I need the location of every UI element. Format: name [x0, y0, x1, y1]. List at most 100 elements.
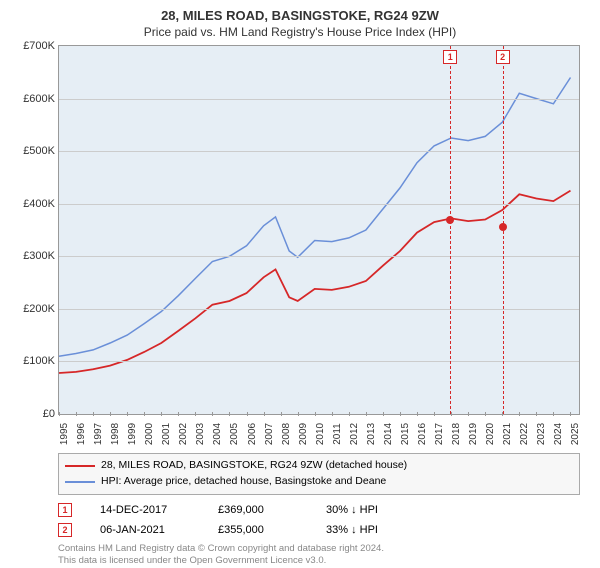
gridline [59, 256, 579, 257]
marker-table-row: 1 14-DEC-2017 £369,000 30% ↓ HPI [58, 503, 580, 517]
x-tick-label: 2008 [281, 423, 292, 445]
x-tick [59, 412, 60, 416]
x-tick-label: 2004 [212, 423, 223, 445]
x-tick [519, 412, 520, 416]
x-tick [127, 412, 128, 416]
gridline [59, 151, 579, 152]
x-tick [570, 412, 571, 416]
x-tick-label: 2025 [570, 423, 581, 445]
marker-dot [499, 223, 507, 231]
marker-price: £355,000 [218, 524, 298, 536]
marker-price: £369,000 [218, 504, 298, 516]
x-tick-label: 2011 [332, 423, 343, 445]
y-tick-label: £500K [23, 145, 55, 157]
x-tick [110, 412, 111, 416]
x-tick [161, 412, 162, 416]
x-tick-label: 2021 [502, 423, 513, 445]
x-tick-label: 2015 [400, 423, 411, 445]
x-tick-label: 2010 [315, 423, 326, 445]
x-tick [315, 412, 316, 416]
x-tick-label: 2018 [451, 423, 462, 445]
y-tick-label: £100K [23, 355, 55, 367]
marker-dot [446, 216, 454, 224]
x-tick [247, 412, 248, 416]
gridline [59, 309, 579, 310]
legend-item: 28, MILES ROAD, BASINGSTOKE, RG24 9ZW (d… [65, 458, 573, 474]
legend: 28, MILES ROAD, BASINGSTOKE, RG24 9ZW (d… [58, 453, 580, 495]
marker-id-box: 1 [58, 503, 72, 517]
x-tick [93, 412, 94, 416]
x-tick-label: 2016 [417, 423, 428, 445]
x-tick [366, 412, 367, 416]
x-tick-label: 2024 [553, 423, 564, 445]
x-tick [281, 412, 282, 416]
x-tick-label: 2006 [247, 423, 258, 445]
x-tick [553, 412, 554, 416]
x-tick-label: 2014 [383, 423, 394, 445]
x-tick-label: 2017 [434, 423, 445, 445]
footer-line-1: Contains HM Land Registry data © Crown c… [58, 543, 580, 556]
x-tick-label: 2020 [485, 423, 496, 445]
marker-top-box: 2 [496, 50, 510, 64]
x-tick-label: 2023 [536, 423, 547, 445]
marker-table-row: 2 06-JAN-2021 £355,000 33% ↓ HPI [58, 523, 580, 537]
x-tick-label: 2003 [195, 423, 206, 445]
x-tick [212, 412, 213, 416]
footer-line-2: This data is licensed under the Open Gov… [58, 555, 580, 568]
x-tick-label: 2002 [178, 423, 189, 445]
x-tick-label: 2013 [366, 423, 377, 445]
x-tick [383, 412, 384, 416]
chart-title: 28, MILES ROAD, BASINGSTOKE, RG24 9ZW [10, 8, 590, 23]
x-tick [144, 412, 145, 416]
y-tick-label: £600K [23, 93, 55, 105]
x-tick [468, 412, 469, 416]
marker-vline [450, 46, 451, 414]
x-tick-label: 2001 [161, 423, 172, 445]
x-tick [485, 412, 486, 416]
gridline [59, 204, 579, 205]
legend-swatch [65, 481, 95, 483]
x-tick-label: 1996 [76, 423, 87, 445]
marker-diff: 30% ↓ HPI [326, 504, 378, 516]
x-tick-label: 2000 [144, 423, 155, 445]
x-tick [536, 412, 537, 416]
y-tick-label: £300K [23, 250, 55, 262]
x-tick [76, 412, 77, 416]
x-tick [229, 412, 230, 416]
x-tick [349, 412, 350, 416]
legend-label: HPI: Average price, detached house, Basi… [101, 474, 386, 490]
x-tick-label: 2012 [349, 423, 360, 445]
x-tick-label: 2019 [468, 423, 479, 445]
y-tick-label: £200K [23, 303, 55, 315]
x-tick-label: 1998 [110, 423, 121, 445]
x-tick-label: 2009 [298, 423, 309, 445]
marker-table: 1 14-DEC-2017 £369,000 30% ↓ HPI 2 06-JAN-202… [58, 503, 580, 537]
y-tick-label: £400K [23, 198, 55, 210]
y-tick-label: £700K [23, 40, 55, 52]
gridline [59, 99, 579, 100]
series-line-price_paid [59, 191, 571, 373]
x-tick-label: 2007 [264, 423, 275, 445]
x-tick [298, 412, 299, 416]
marker-date: 06-JAN-2021 [100, 524, 190, 536]
x-tick [451, 412, 452, 416]
x-tick-label: 1999 [127, 423, 138, 445]
y-tick-label: £0 [43, 408, 55, 420]
marker-top-box: 1 [443, 50, 457, 64]
marker-diff: 33% ↓ HPI [326, 524, 378, 536]
series-line-hpi [59, 78, 571, 357]
x-tick-label: 1995 [59, 423, 70, 445]
x-tick [264, 412, 265, 416]
x-tick-label: 2022 [519, 423, 530, 445]
gridline [59, 361, 579, 362]
marker-id-box: 2 [58, 523, 72, 537]
legend-swatch [65, 465, 95, 467]
legend-item: HPI: Average price, detached house, Basi… [65, 474, 573, 490]
x-tick [332, 412, 333, 416]
x-tick [195, 412, 196, 416]
footer: Contains HM Land Registry data © Crown c… [58, 543, 580, 568]
marker-date: 14-DEC-2017 [100, 504, 190, 516]
x-tick [178, 412, 179, 416]
x-tick-label: 1997 [93, 423, 104, 445]
x-tick [417, 412, 418, 416]
